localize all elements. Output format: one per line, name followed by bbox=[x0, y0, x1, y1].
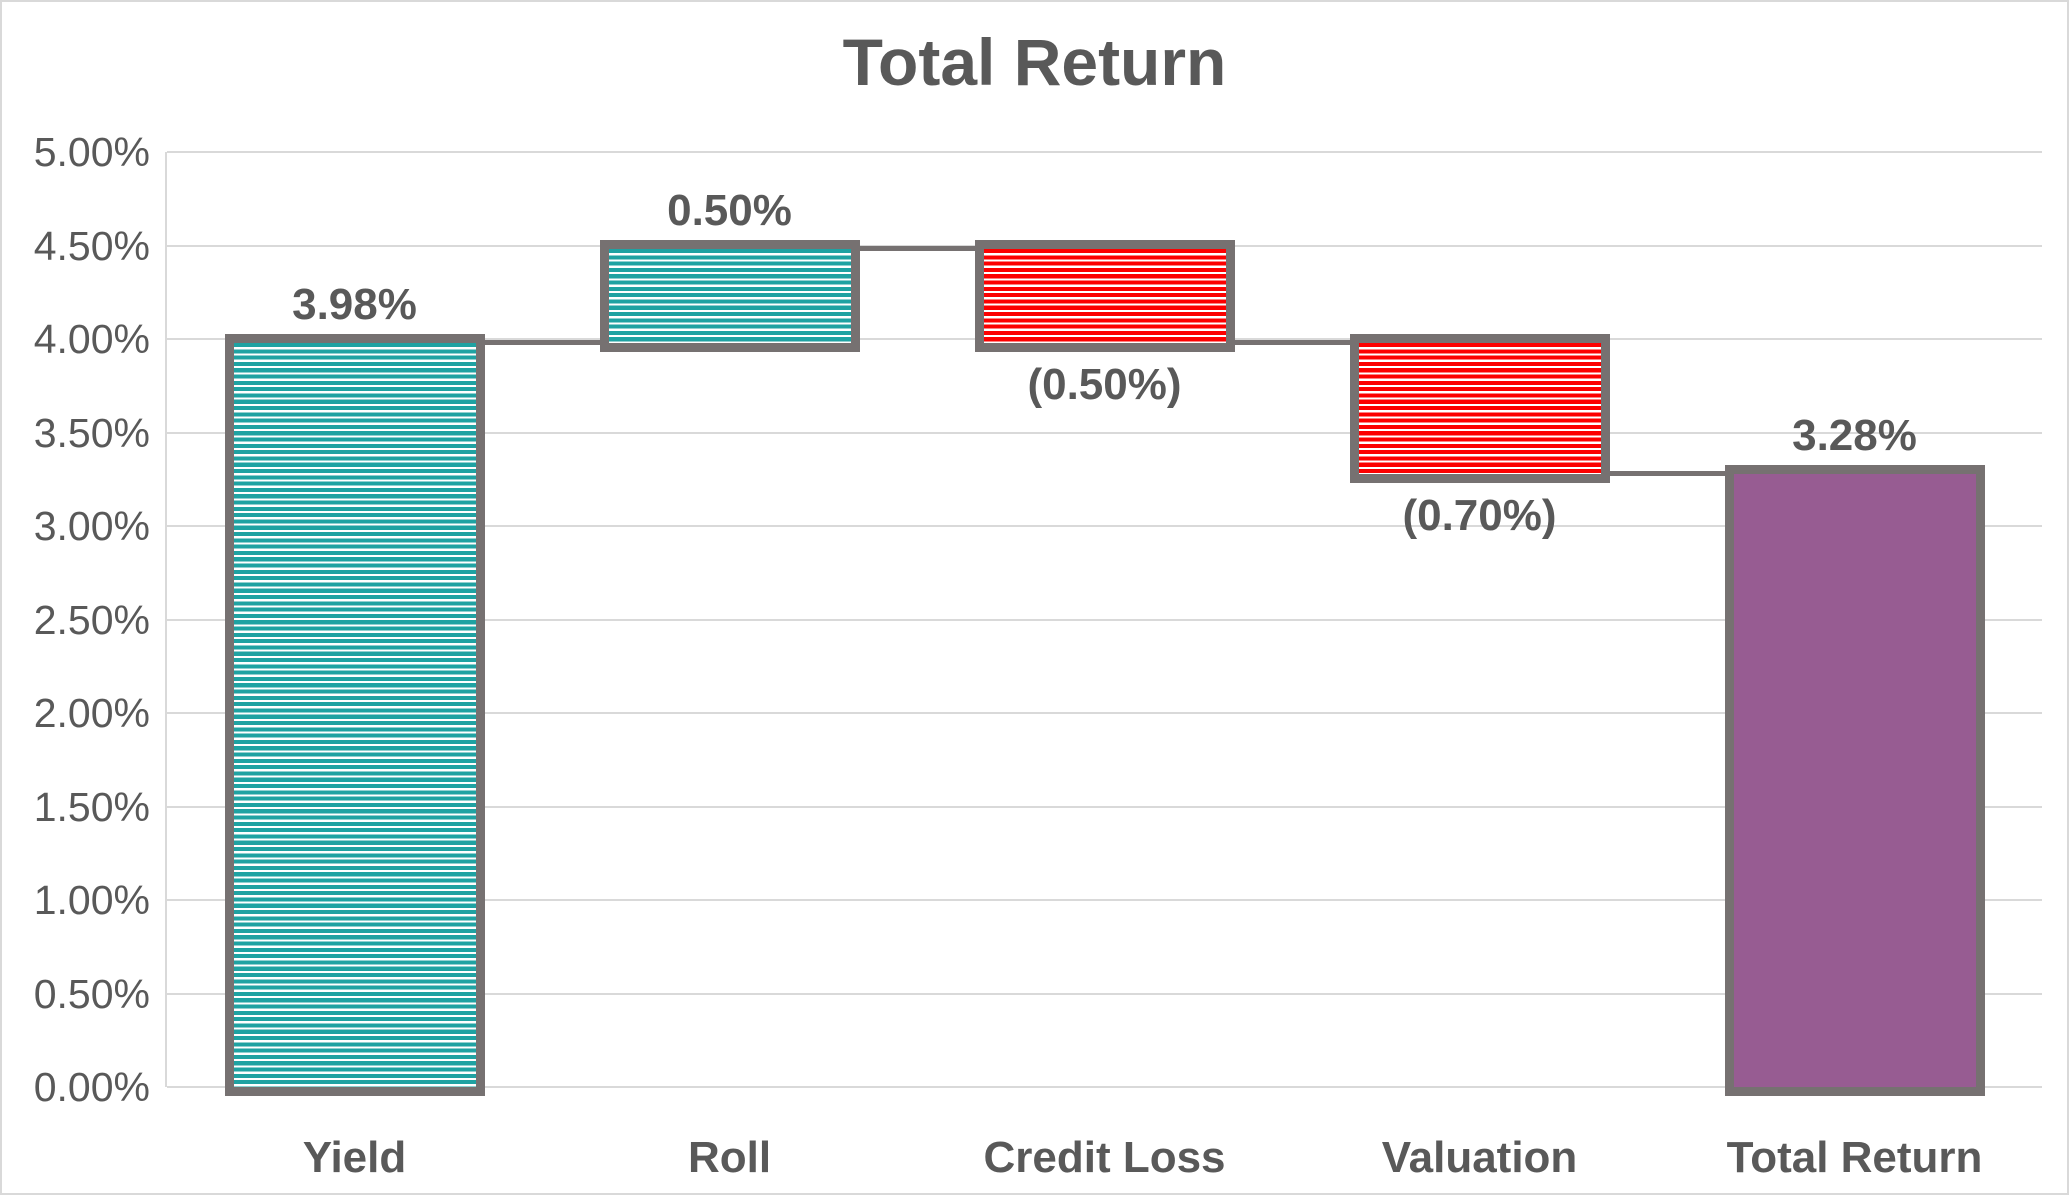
bar-credit-loss[interactable] bbox=[974, 240, 1235, 352]
y-axis-tick-label: 2.00% bbox=[33, 690, 150, 736]
bar-valuation[interactable] bbox=[1349, 333, 1610, 483]
bar-total-return[interactable] bbox=[1724, 464, 1985, 1096]
y-axis-tick-label: 3.50% bbox=[33, 409, 150, 456]
connector-line bbox=[1232, 339, 1352, 345]
data-label-roll: 0.50% bbox=[667, 186, 792, 236]
y-axis-tick-label: 4.00% bbox=[33, 316, 150, 362]
connector-line bbox=[482, 339, 602, 345]
category-label-roll: Roll bbox=[687, 1133, 772, 1182]
y-axis-tick-label: 4.50% bbox=[33, 222, 150, 269]
bar-yield[interactable] bbox=[224, 333, 485, 1096]
data-label-valuation: (0.70%) bbox=[1402, 490, 1557, 540]
y-axis-tick-label: 3.00% bbox=[33, 503, 150, 549]
data-label-credit-loss: (0.50%) bbox=[1027, 359, 1182, 409]
y-axis-tick-label: 1.50% bbox=[33, 783, 150, 830]
gridline-0.50% bbox=[167, 992, 2042, 995]
category-label-valuation: Valuation bbox=[1381, 1133, 1578, 1182]
category-label-yield: Yield bbox=[302, 1133, 407, 1182]
connector-line bbox=[1607, 470, 1727, 476]
y-axis-tick-label: 5.00% bbox=[33, 129, 150, 175]
category-label-credit-loss: Credit Loss bbox=[983, 1133, 1226, 1182]
connector-line bbox=[857, 246, 977, 252]
y-axis-line bbox=[165, 152, 167, 1087]
category-label-total-return: Total Return bbox=[1726, 1133, 1983, 1182]
gridline-2.50% bbox=[167, 618, 2042, 621]
gridline-2.00% bbox=[167, 712, 2042, 714]
data-label-yield: 3.98% bbox=[292, 279, 417, 329]
y-axis-tick-label: 2.50% bbox=[33, 596, 150, 643]
chart-title: Total Return bbox=[842, 25, 1227, 99]
y-axis-tick-label: 1.00% bbox=[33, 877, 150, 923]
gridline-5.00% bbox=[167, 151, 2042, 153]
bar-roll[interactable] bbox=[599, 240, 860, 352]
data-label-total-return: 3.28% bbox=[1792, 410, 1917, 460]
gridline-1.50% bbox=[167, 805, 2042, 808]
gridline-1.00% bbox=[167, 899, 2042, 901]
y-axis-tick-label: 0.00% bbox=[33, 1064, 150, 1110]
gridline-0.00% bbox=[167, 1086, 2042, 1088]
gridline-3.00% bbox=[167, 525, 2042, 527]
gridline-3.50% bbox=[167, 431, 2042, 434]
y-axis-tick-label: 0.50% bbox=[33, 970, 150, 1017]
